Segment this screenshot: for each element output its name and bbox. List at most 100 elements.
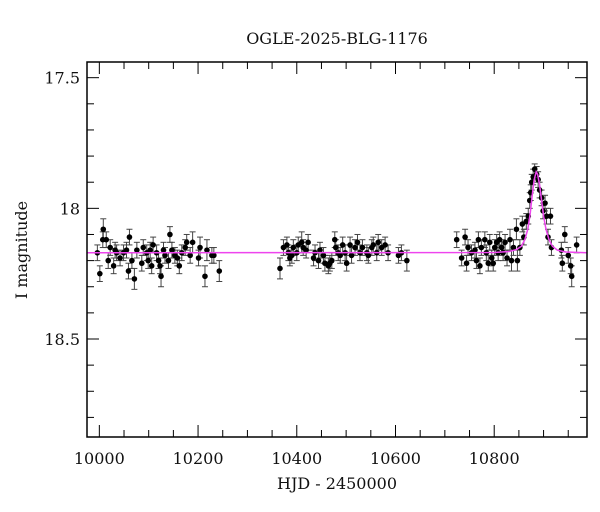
data-point bbox=[496, 236, 503, 243]
data-point bbox=[150, 242, 156, 248]
data-point bbox=[465, 244, 471, 251]
y-tick-labels: 17.5 18 18.5 bbox=[44, 69, 80, 349]
x-axis-label: HJD - 2450000 bbox=[277, 474, 397, 493]
data-point bbox=[125, 268, 132, 274]
data-point bbox=[498, 244, 505, 251]
data-point bbox=[162, 252, 168, 259]
data-point bbox=[329, 257, 335, 264]
data-point bbox=[97, 270, 103, 277]
data-point bbox=[543, 213, 550, 219]
data-point bbox=[490, 260, 497, 267]
data-point bbox=[491, 244, 498, 251]
data-point bbox=[568, 273, 575, 280]
data-point bbox=[289, 252, 295, 259]
y-tick-label: 17.5 bbox=[44, 69, 80, 88]
data-point bbox=[107, 244, 113, 251]
data-point bbox=[513, 226, 520, 233]
data-point bbox=[169, 247, 175, 253]
data-point bbox=[559, 260, 566, 267]
data-point bbox=[138, 260, 145, 267]
data-point bbox=[290, 244, 297, 251]
data-point bbox=[315, 257, 322, 264]
data-point bbox=[176, 263, 183, 269]
data-point bbox=[382, 242, 388, 248]
data-point bbox=[145, 257, 152, 264]
y-axis-label: I magnitude bbox=[12, 201, 31, 299]
data-point bbox=[352, 244, 358, 251]
data-point bbox=[189, 239, 196, 246]
x-tick-label: 10400 bbox=[271, 449, 322, 468]
model-curve bbox=[86, 169, 588, 254]
data-point bbox=[458, 255, 465, 261]
data-point bbox=[510, 244, 517, 251]
data-point bbox=[167, 231, 173, 238]
data-point bbox=[187, 252, 193, 259]
data-point bbox=[488, 255, 495, 261]
data-point bbox=[182, 244, 189, 251]
data-point bbox=[359, 244, 366, 251]
data-point bbox=[347, 242, 353, 248]
data-point bbox=[473, 257, 480, 264]
data-point bbox=[519, 221, 526, 227]
data-point bbox=[103, 236, 110, 243]
data-point bbox=[174, 255, 181, 261]
data-point bbox=[155, 257, 162, 264]
data-point bbox=[332, 244, 339, 251]
data-point bbox=[478, 244, 485, 251]
data-point bbox=[375, 239, 382, 246]
data-point bbox=[303, 247, 309, 253]
data-point bbox=[365, 252, 372, 259]
data-point bbox=[157, 263, 163, 269]
data-point bbox=[502, 239, 508, 246]
data-point bbox=[123, 247, 130, 253]
data-point bbox=[183, 239, 190, 246]
data-point bbox=[320, 252, 327, 259]
data-point bbox=[542, 200, 548, 206]
data-point bbox=[477, 263, 483, 269]
data-point bbox=[216, 268, 223, 274]
data-point bbox=[147, 247, 153, 253]
x-tick-label: 10800 bbox=[469, 449, 520, 468]
axis-ticks bbox=[87, 62, 587, 437]
data-point bbox=[202, 273, 208, 280]
data-point bbox=[482, 236, 488, 243]
x-tick-label: 10200 bbox=[173, 449, 224, 468]
data-point bbox=[284, 242, 290, 248]
data-point bbox=[211, 252, 217, 259]
data-point bbox=[507, 236, 513, 243]
data-point bbox=[508, 257, 515, 264]
data-point bbox=[486, 239, 493, 246]
data-point bbox=[277, 265, 283, 272]
data-point bbox=[158, 273, 164, 280]
data-point bbox=[100, 226, 107, 233]
data-point bbox=[472, 247, 478, 253]
data-point bbox=[370, 242, 377, 248]
data-point bbox=[547, 213, 554, 219]
data-point bbox=[523, 218, 530, 225]
data-point bbox=[463, 260, 470, 267]
x-tick-label: 10600 bbox=[370, 449, 421, 468]
data-point bbox=[339, 242, 346, 248]
data-point bbox=[485, 260, 492, 267]
y-tick-label: 18 bbox=[60, 199, 80, 218]
data-point bbox=[453, 236, 460, 243]
data-point bbox=[475, 236, 482, 243]
data-point bbox=[354, 239, 361, 246]
data-point bbox=[117, 255, 123, 261]
data-point bbox=[165, 257, 172, 264]
data-point bbox=[343, 260, 350, 267]
data-point bbox=[105, 257, 112, 264]
data-point bbox=[504, 255, 510, 261]
data-point bbox=[337, 252, 344, 259]
data-point bbox=[195, 255, 202, 261]
data-point bbox=[317, 247, 323, 253]
data-point bbox=[134, 247, 140, 253]
data-point bbox=[567, 263, 574, 269]
data-point bbox=[404, 257, 410, 264]
data-point bbox=[462, 234, 468, 240]
data-point bbox=[140, 244, 147, 251]
data-point bbox=[160, 247, 167, 253]
data-point bbox=[305, 239, 311, 246]
plot-frame bbox=[86, 61, 588, 438]
